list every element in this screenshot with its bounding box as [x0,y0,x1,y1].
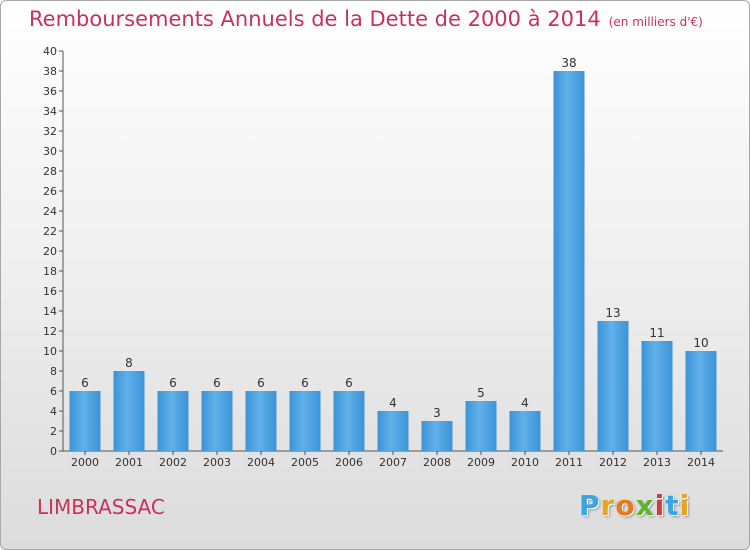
bar-2012 [597,321,629,451]
x-tick-label: 2013 [643,456,671,469]
x-tick-label: 2007 [379,456,407,469]
bar-2010 [509,411,541,451]
x-tick-label: 2001 [115,456,143,469]
commune-name: LIMBRASSAC [37,495,165,519]
bar-2006 [333,391,365,451]
y-tick-label: 6 [50,385,57,398]
x-tick-label: 2011 [555,456,583,469]
data-label: 6 [81,376,89,390]
y-tick-label: 36 [43,85,57,98]
bars [69,71,717,451]
data-label: 6 [213,376,221,390]
axes: 0246810121416182022242628303234363840200… [43,45,723,469]
bar-2002 [157,391,189,451]
logo-letter: P [579,489,601,522]
bar-2011 [553,71,585,451]
data-label: 4 [389,396,397,410]
logo-letter: i [679,489,691,522]
x-tick-label: 2010 [511,456,539,469]
y-tick-label: 10 [43,345,57,358]
y-tick-label: 24 [43,205,57,218]
data-label: 3 [433,406,441,420]
logo-letter: o [615,489,636,522]
y-tick-label: 40 [43,45,57,58]
bar-2008 [421,421,453,451]
y-tick-label: 8 [50,365,57,378]
logo-letter: i [654,489,666,522]
y-tick-label: 16 [43,285,57,298]
x-tick-label: 2006 [335,456,363,469]
y-tick-label: 2 [50,425,57,438]
x-tick-label: 2000 [71,456,99,469]
y-tick-label: 28 [43,165,57,178]
logo-letter: r [600,489,616,522]
data-label: 11 [649,326,664,340]
x-tick-label: 2014 [687,456,715,469]
data-labels: 6 8 6 6 6 6 6 4 3 5 4 38 13 11 10 [81,56,708,420]
chart-unit: (en milliers d'€) [608,15,703,29]
data-label: 4 [521,396,529,410]
chart-title-text: Remboursements Annuels de la Dette de 20… [29,7,601,31]
y-tick-label: 38 [43,65,57,78]
y-tick-label: 12 [43,325,57,338]
y-tick-label: 34 [43,105,57,118]
data-label: 6 [301,376,309,390]
data-label: 6 [257,376,265,390]
data-label: 5 [477,386,485,400]
data-label: 10 [693,336,708,350]
y-tick-label: 4 [50,405,57,418]
data-label: 13 [605,306,620,320]
bar-2001 [113,371,145,451]
data-label: 6 [345,376,353,390]
logo-letter: t [665,489,680,522]
bar-2004 [245,391,277,451]
bar-2009 [465,401,497,451]
bar-2007 [377,411,409,451]
logo-letter: x [635,489,655,522]
data-label: 6 [169,376,177,390]
y-tick-label: 26 [43,185,57,198]
y-tick-label: 0 [50,445,57,458]
y-tick-label: 14 [43,305,57,318]
y-tick-label: 22 [43,225,57,238]
x-tick-label: 2005 [291,456,319,469]
x-tick-label: 2012 [599,456,627,469]
x-tick-label: 2008 [423,456,451,469]
bar-2013 [641,341,673,451]
bar-2000 [69,391,101,451]
y-tick-label: 30 [43,145,57,158]
y-tick-label: 32 [43,125,57,138]
bar-2014 [685,351,717,451]
x-tick-label: 2003 [203,456,231,469]
data-label: 8 [125,356,133,370]
data-label: 38 [561,56,576,70]
x-tick-label: 2002 [159,456,187,469]
y-tick-label: 18 [43,265,57,278]
proxiti-logo: Proxiti [579,489,690,522]
x-tick-label: 2004 [247,456,275,469]
bar-2003 [201,391,233,451]
x-tick-label: 2009 [467,456,495,469]
bar-2005 [289,391,321,451]
y-tick-label: 20 [43,245,57,258]
chart-title: Remboursements Annuels de la Dette de 20… [29,7,703,31]
